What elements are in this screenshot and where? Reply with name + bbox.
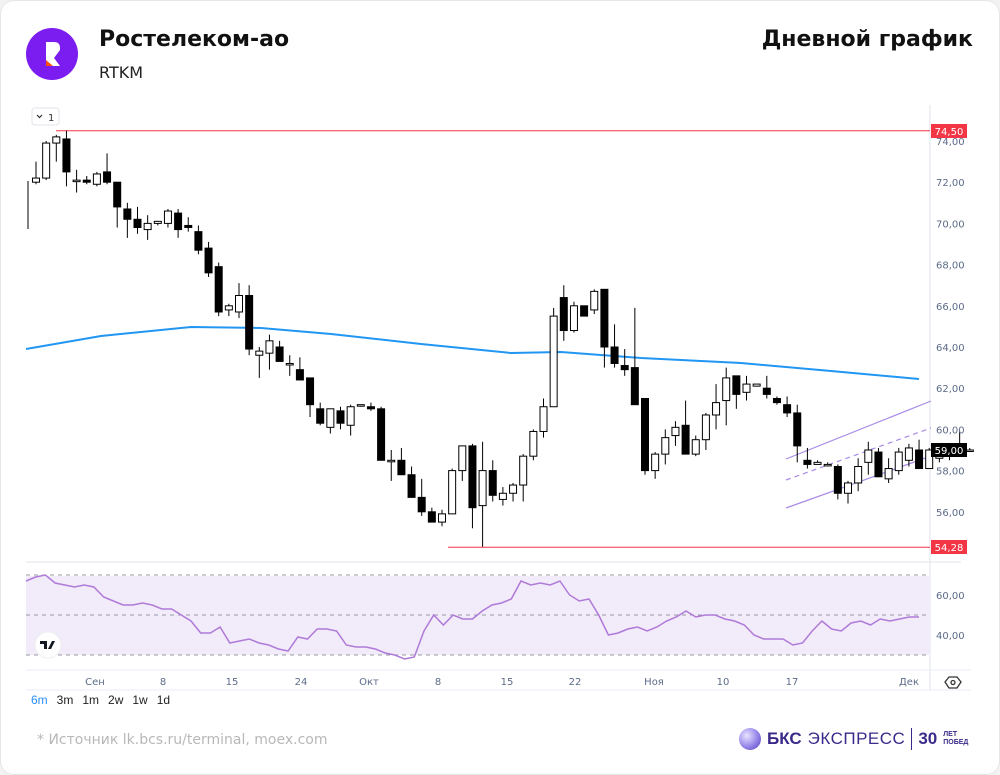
chevron-down-icon bbox=[36, 114, 43, 119]
horizontal-levels bbox=[56, 130, 930, 548]
svg-text:60,00: 60,00 bbox=[936, 425, 965, 436]
svg-text:59,00: 59,00 bbox=[935, 446, 964, 457]
svg-text:62,00: 62,00 bbox=[936, 384, 965, 395]
current-price-tag: 59,00 bbox=[931, 443, 967, 457]
price-axis[interactable]: 74,00 72,00 70,00 68,00 66,00 64,00 62,00 60,00… bbox=[936, 137, 965, 519]
price-chart[interactable]: 1 74,00 72,00 70,00 68,00 66,00 64,00 62,00 60,… bbox=[1, 1, 1000, 691]
moving-average-line bbox=[25, 325, 920, 380]
timeframe-6m[interactable]: 6m bbox=[31, 693, 48, 707]
timeframe-1w[interactable]: 1w bbox=[132, 693, 148, 707]
svg-text:22: 22 bbox=[569, 677, 582, 688]
timeframe-1d[interactable]: 1d bbox=[156, 693, 171, 707]
bcs-express-logo: БКС ЭКСПРЕСС 30 ЛЕТ ПОБЕД bbox=[739, 728, 968, 750]
svg-text:8: 8 bbox=[160, 677, 166, 688]
level-low-tag: 54,28 bbox=[931, 540, 967, 554]
timeframe-bar: 6m 3m 1m 2w 1w 1d bbox=[31, 693, 170, 707]
svg-text:8: 8 bbox=[435, 677, 441, 688]
timeframe-2w[interactable]: 2w bbox=[108, 693, 124, 707]
svg-text:72,00: 72,00 bbox=[936, 178, 965, 189]
ticker-symbol: RTKM bbox=[99, 63, 144, 82]
svg-text:74,50: 74,50 bbox=[935, 127, 964, 138]
svg-text:60,00: 60,00 bbox=[936, 591, 965, 602]
legend-toggle-button[interactable]: 1 bbox=[31, 107, 60, 126]
rsi-axis[interactable]: 60,00 40,00 bbox=[936, 591, 965, 642]
svg-text:15: 15 bbox=[226, 677, 239, 688]
svg-text:74,00: 74,00 bbox=[936, 137, 965, 148]
svg-text:40,00: 40,00 bbox=[936, 631, 965, 642]
rsi-indicator bbox=[25, 574, 930, 660]
company-name: Ростелеком-ао bbox=[99, 27, 290, 52]
timeframe-3m[interactable]: 3m bbox=[56, 693, 74, 707]
svg-text:17: 17 bbox=[786, 677, 799, 688]
svg-text:Дек: Дек bbox=[899, 677, 919, 688]
svg-text:Ноя: Ноя bbox=[644, 677, 664, 688]
brand-separator bbox=[911, 728, 913, 750]
svg-text:Окт: Окт bbox=[359, 677, 379, 688]
svg-text:64,00: 64,00 bbox=[936, 343, 965, 354]
svg-text:1: 1 bbox=[48, 113, 54, 124]
tradingview-logo-icon[interactable] bbox=[34, 631, 62, 659]
rostelecom-logo-icon bbox=[26, 28, 78, 80]
svg-text:15: 15 bbox=[501, 677, 514, 688]
brand-express: ЭКСПРЕСС bbox=[807, 729, 906, 748]
svg-text:66,00: 66,00 bbox=[936, 302, 965, 313]
brand-sub: ЛЕТ ПОБЕД bbox=[943, 731, 969, 746]
svg-text:24: 24 bbox=[295, 677, 308, 688]
chart-title: Дневной график bbox=[761, 27, 973, 52]
svg-text:58,00: 58,00 bbox=[936, 467, 965, 478]
svg-text:10: 10 bbox=[717, 677, 730, 688]
source-note: * Источник lk.bcs.ru/terminal, moex.com bbox=[37, 732, 328, 748]
bcs-ball-icon bbox=[739, 728, 761, 750]
svg-text:70,00: 70,00 bbox=[936, 219, 965, 230]
brand-30: 30 bbox=[918, 729, 938, 748]
settings-gear-icon[interactable] bbox=[944, 676, 962, 689]
svg-text:68,00: 68,00 bbox=[936, 261, 965, 272]
level-high-tag: 74,50 bbox=[931, 124, 967, 138]
svg-text:Сен: Сен bbox=[85, 677, 105, 688]
svg-text:56,00: 56,00 bbox=[936, 508, 965, 519]
svg-text:54,28: 54,28 bbox=[935, 543, 964, 554]
timeframe-1m[interactable]: 1m bbox=[82, 693, 100, 707]
time-axis[interactable]: Сен 8 15 24 Окт 8 15 22 Ноя 10 17 Дек bbox=[85, 677, 919, 688]
brand-bks: БКС bbox=[767, 729, 802, 748]
candlesticks bbox=[27, 130, 974, 547]
